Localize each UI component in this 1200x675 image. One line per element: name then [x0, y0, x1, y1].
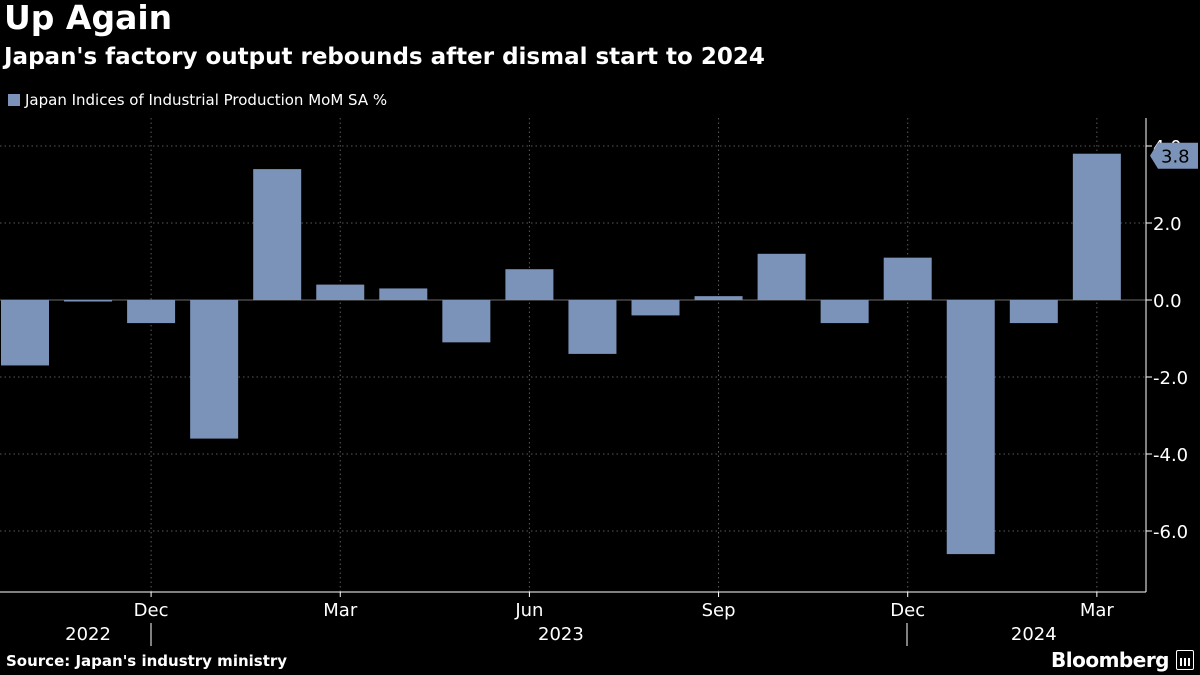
legend: Japan Indices of Industrial Production M…: [8, 91, 387, 109]
chart-title: Up Again: [4, 0, 173, 37]
year-label: 2022: [65, 624, 111, 645]
bar: [505, 269, 554, 300]
last-value-callout: [1150, 142, 1198, 169]
bar: [694, 296, 743, 300]
bar: [253, 169, 302, 300]
legend-label: Japan Indices of Industrial Production M…: [25, 91, 388, 109]
y-tick-label: -4.0: [1153, 445, 1188, 466]
last-value-label: 3.8: [1161, 147, 1190, 168]
x-tick-label: Mar: [1080, 600, 1115, 621]
bar: [127, 300, 176, 324]
y-tick-label: -6.0: [1153, 522, 1188, 543]
x-tick-label: Dec: [890, 600, 925, 621]
bar: [1, 300, 49, 366]
bar: [946, 300, 995, 555]
x-tick-label: Mar: [323, 600, 358, 621]
chart-subtitle: Japan's factory output rebounds after di…: [4, 44, 765, 70]
year-label: 2024: [1011, 624, 1057, 645]
axis-layer: -6.0-4.0-2.00.02.04.0DecMarJunSepDecMar2…: [0, 118, 1198, 646]
bar: [442, 300, 491, 343]
source-note: Source: Japan's industry ministry: [6, 652, 288, 670]
y-tick-label: 0.0: [1153, 291, 1182, 312]
bar: [1009, 300, 1058, 324]
bar: [757, 253, 806, 300]
legend-swatch: [8, 94, 20, 106]
year-label: 2023: [538, 624, 584, 645]
bar: [379, 288, 428, 300]
y-tick-label: 2.0: [1153, 214, 1182, 235]
x-tick-label: Jun: [514, 600, 543, 621]
x-tick-label: Sep: [702, 600, 736, 621]
bar: [190, 300, 239, 439]
bar: [1072, 153, 1121, 300]
bar: [631, 300, 680, 316]
bar: [820, 300, 869, 324]
bar: [316, 284, 365, 300]
bar: [64, 300, 113, 302]
x-tick-label: Dec: [134, 600, 169, 621]
y-tick-label: -2.0: [1153, 368, 1188, 389]
bar: [883, 257, 932, 300]
bloomberg-logo: Bloomberg: [1051, 648, 1169, 672]
bar: [568, 300, 617, 354]
bloomberg-terminal-icon: [1176, 650, 1194, 670]
bar-layer: [1, 153, 1121, 555]
